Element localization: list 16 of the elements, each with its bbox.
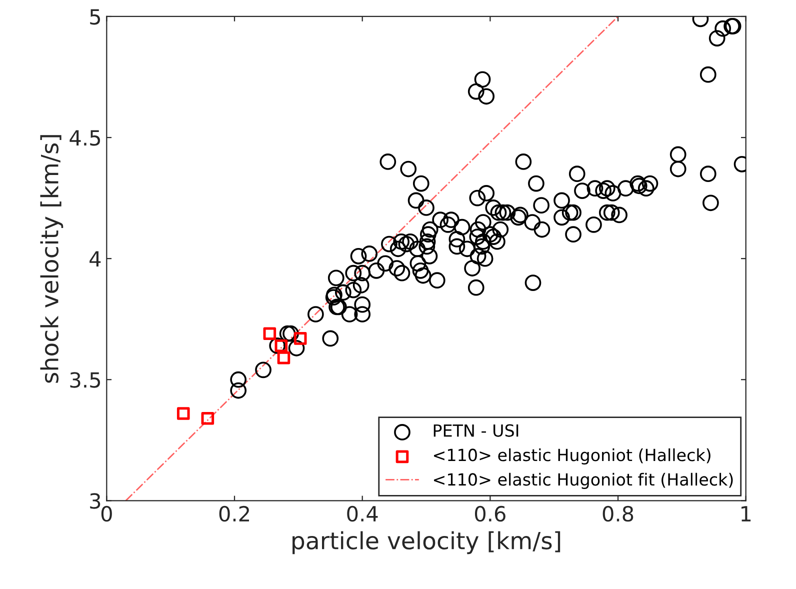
x-tick-label: 0.4: [347, 506, 378, 522]
y-tick-label: 5: [90, 9, 100, 25]
legend-label: <110> elastic Hugoniot fit (Halleck): [434, 472, 733, 489]
x-tick-label: 0.2: [219, 506, 249, 522]
y-tick-label: 3.5: [70, 372, 100, 388]
x-tick-label: 1: [742, 506, 751, 522]
y-tick-label: 4: [90, 251, 101, 266]
legend-label: PETN - USI: [434, 424, 518, 437]
y-tick-label: 4.5: [70, 130, 100, 146]
y-tick-label: 3: [90, 493, 100, 509]
x-tick-label: 0: [101, 506, 112, 522]
x-tick-label: 0.6: [474, 506, 506, 522]
legend-label: <110> elastic Hugoniot (Halleck): [434, 448, 710, 465]
x-tick-label: 0.8: [602, 506, 634, 522]
x-axis-title: particle velocity [km/s]: [292, 531, 560, 554]
y-axis-title: shock velocity [km/s]: [40, 135, 64, 383]
